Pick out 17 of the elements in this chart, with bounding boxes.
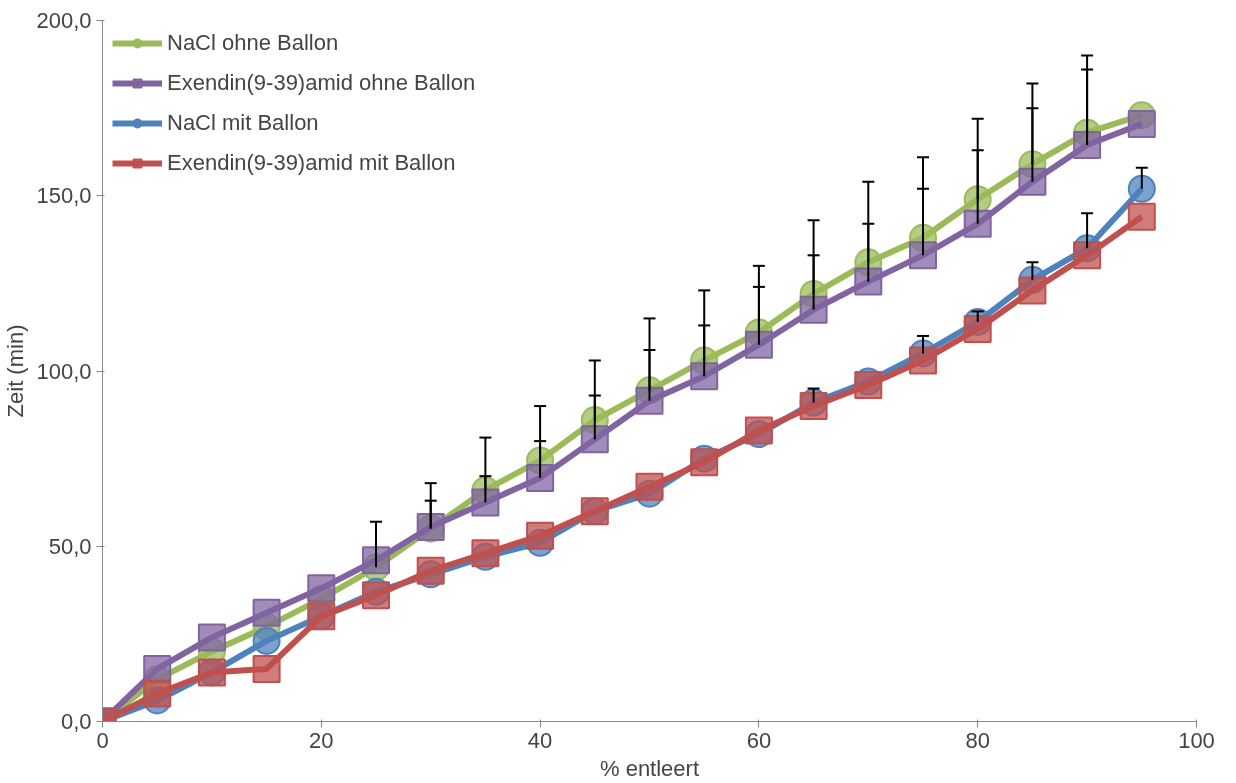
y-axis-title: Zeit (min) bbox=[3, 324, 29, 418]
x-tick-label: 40 bbox=[527, 727, 553, 753]
legend-label: Exendin(9-39)amid mit Ballon bbox=[167, 150, 457, 176]
x-tick-label: 60 bbox=[746, 727, 772, 753]
x-axis-title: % entleert bbox=[599, 755, 700, 781]
legend-label: Exendin(9-39)amid ohne Ballon bbox=[167, 70, 477, 96]
y-tick-label: 200,0 bbox=[36, 8, 92, 33]
legend-label: NaCl mit Ballon bbox=[167, 110, 320, 136]
x-tick-label: 20 bbox=[309, 727, 334, 753]
y-tick-label: 100,0 bbox=[36, 358, 92, 384]
y-tick-label: 150,0 bbox=[36, 183, 92, 209]
x-tick-label: 80 bbox=[965, 727, 990, 753]
x-tick-label: 0 bbox=[96, 727, 109, 753]
x-tick-label: 100 bbox=[1178, 727, 1215, 753]
y-tick-label: 50,0 bbox=[48, 533, 92, 559]
y-tick-label: 0,0 bbox=[60, 709, 92, 734]
legend-label: NaCl ohne Ballon bbox=[167, 30, 340, 56]
